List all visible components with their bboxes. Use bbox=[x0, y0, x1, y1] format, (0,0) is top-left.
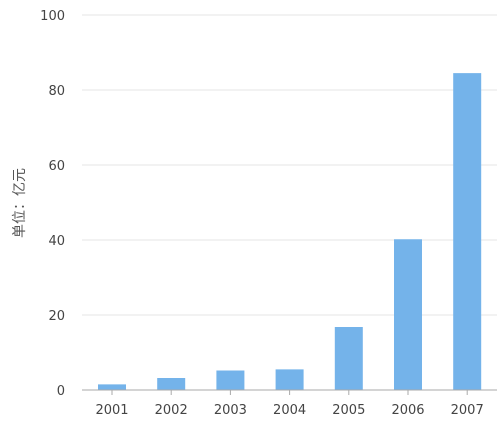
x-tick-label: 2001 bbox=[95, 403, 128, 418]
bar-2004 bbox=[275, 369, 304, 390]
y-axis-label: 单位：亿元 bbox=[12, 168, 28, 238]
x-tick-label: 2007 bbox=[451, 403, 484, 418]
bar-2003 bbox=[216, 370, 245, 390]
x-axis-ticks: 2001 2002 2003 2004 2005 2006 2007 bbox=[95, 390, 484, 418]
bars bbox=[98, 73, 482, 390]
x-tick-label: 2002 bbox=[155, 403, 188, 418]
y-tick-label: 40 bbox=[48, 234, 65, 249]
bar-2002 bbox=[157, 378, 186, 390]
gridlines bbox=[82, 14, 497, 316]
y-tick-label: 60 bbox=[48, 159, 65, 174]
y-tick-label: 100 bbox=[40, 9, 65, 24]
bar-2007 bbox=[453, 73, 482, 390]
y-tick-label: 0 bbox=[57, 384, 65, 399]
x-tick-label: 2003 bbox=[214, 403, 247, 418]
bar-2001 bbox=[98, 384, 126, 390]
x-tick-label: 2004 bbox=[273, 403, 306, 418]
x-tick-label: 2005 bbox=[332, 403, 365, 418]
y-tick-label: 20 bbox=[48, 309, 65, 324]
bar-2005 bbox=[334, 327, 363, 390]
y-tick-label: 80 bbox=[48, 84, 65, 99]
y-axis-ticks: 0 20 40 60 80 100 bbox=[40, 9, 65, 399]
x-tick-label: 2006 bbox=[391, 403, 424, 418]
bar-2006 bbox=[394, 239, 422, 390]
